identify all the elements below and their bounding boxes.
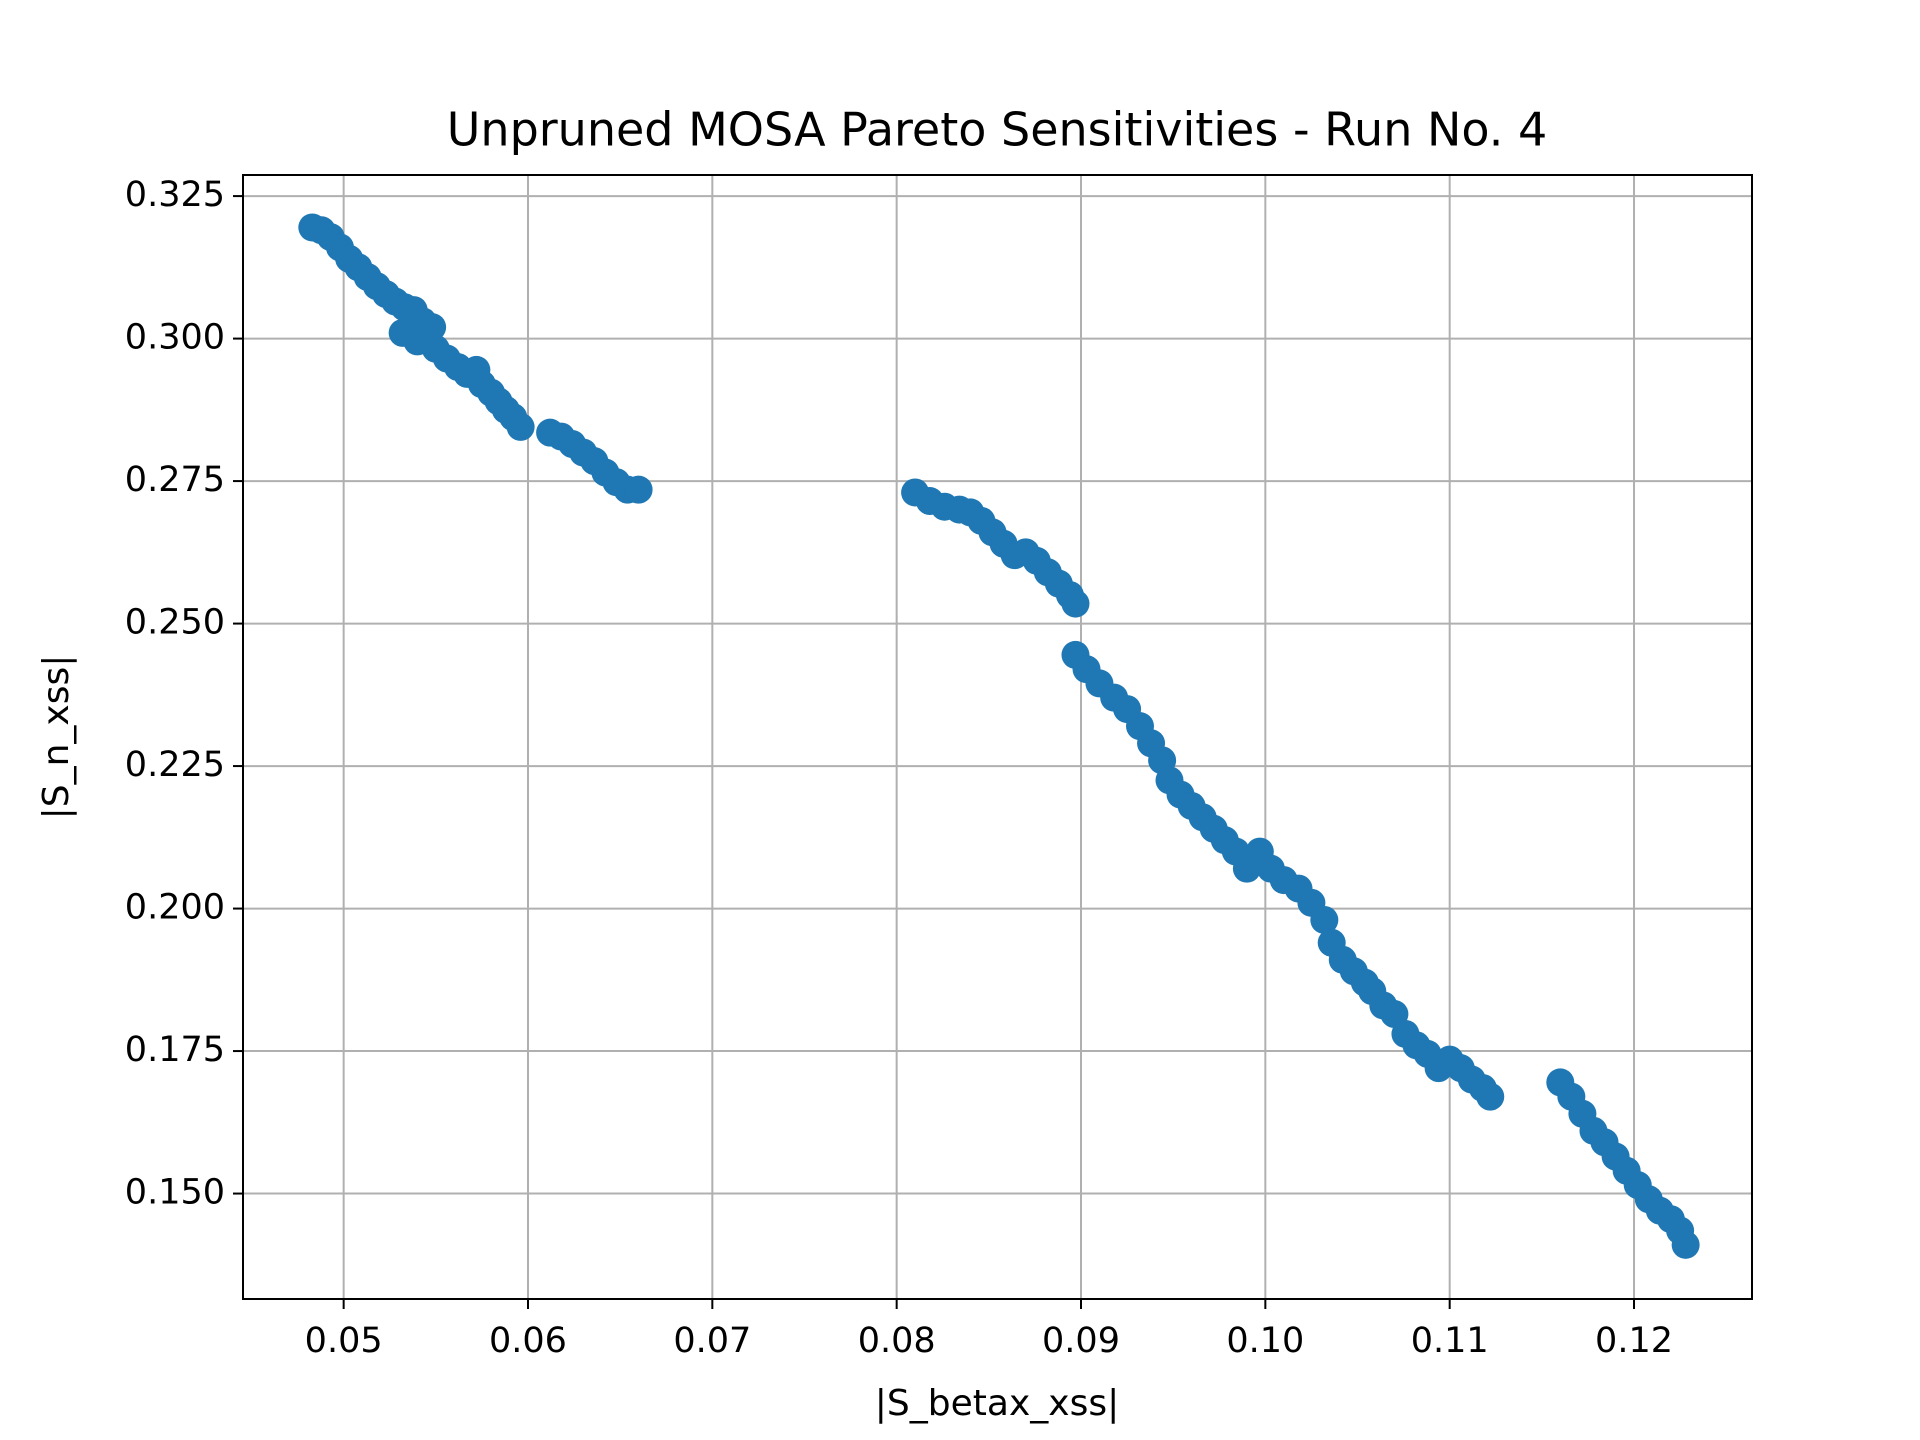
- y-tick-label: 0.150: [125, 1173, 225, 1213]
- x-tick-label: 0.09: [1042, 1321, 1120, 1361]
- y-tick-label: 0.175: [125, 1030, 225, 1070]
- x-tick-label: 0.10: [1226, 1321, 1304, 1361]
- y-tick-label: 0.275: [125, 460, 225, 500]
- x-axis-label: |S_betax_xss|: [875, 1383, 1119, 1424]
- point: [1310, 905, 1339, 934]
- point: [1476, 1082, 1505, 1111]
- y-tick-label: 0.325: [125, 175, 225, 215]
- chart-title: Unpruned MOSA Pareto Sensitivities - Run…: [447, 103, 1548, 157]
- x-tick-label: 0.08: [858, 1321, 936, 1361]
- x-tick-label: 0.07: [673, 1321, 751, 1361]
- x-tick-label: 0.05: [305, 1321, 383, 1361]
- x-tick-label: 0.12: [1595, 1321, 1673, 1361]
- point: [1671, 1230, 1700, 1259]
- y-tick-label: 0.200: [125, 888, 225, 928]
- point: [506, 412, 535, 441]
- point: [624, 475, 653, 504]
- y-tick-label: 0.225: [125, 745, 225, 785]
- plot-frame: [242, 174, 1753, 1300]
- y-tick-label: 0.250: [125, 603, 225, 643]
- point: [1061, 589, 1090, 618]
- y-axis-label: |S_n_xss|: [36, 655, 77, 820]
- x-tick-label: 0.11: [1411, 1321, 1489, 1361]
- x-tick-label: 0.06: [489, 1321, 567, 1361]
- y-tick-label: 0.300: [125, 318, 225, 358]
